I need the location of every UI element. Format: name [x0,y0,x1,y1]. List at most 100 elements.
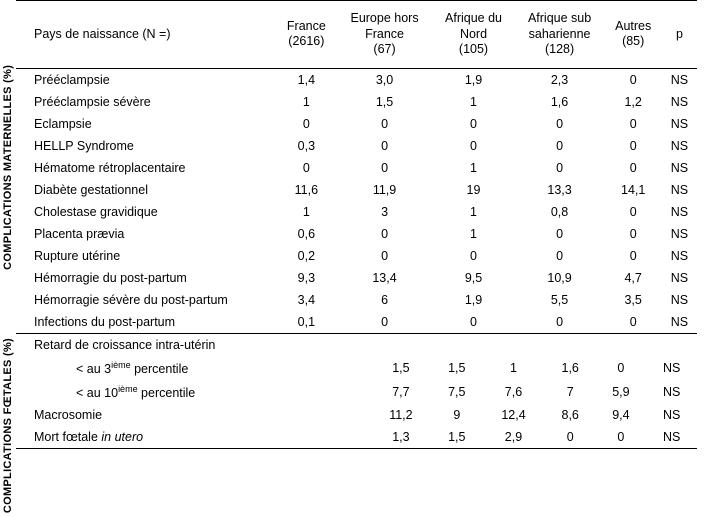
section-label: COMPLICATIONS FŒTALES (%) [0,334,16,517]
cell: 0 [432,245,514,267]
cell: 1 [432,91,514,113]
cell: 11,2 [370,404,431,426]
cell: NS [662,289,697,311]
row-label: Hématome rétroplacentaire [16,157,276,179]
header-col-5: p [662,1,697,69]
cell: 1,6 [545,356,596,380]
header-col-2: Afrique duNord(105) [432,1,514,69]
table-row: Placenta prævia0,60100NS [16,223,697,245]
row-label: HELLP Syndrome [16,135,276,157]
table-row: Prééclampsie1,43,01,92,30NS [16,68,697,91]
row-label: Hémorragie du post-partum [16,267,276,289]
cell: 19 [432,179,514,201]
cell: 0 [515,157,605,179]
table-row: Diabète gestationnel11,611,91913,314,1NS [16,179,697,201]
row-label: Macrosomie [16,404,370,426]
cell: 0 [432,311,514,334]
cell: 7,5 [431,380,482,404]
table-row: Macrosomie11,2912,48,69,4NS [16,404,697,426]
cell: 0 [337,311,433,334]
row-label: Retard de croissance intra-utérin [16,334,370,356]
cell: 14,1 [604,179,661,201]
cell: 1 [432,201,514,223]
cell: NS [662,135,697,157]
cell: 1,5 [337,91,433,113]
table-row: Infections du post-partum0,10000NS [16,311,697,334]
cell: 0 [604,157,661,179]
header-col-0: France(2616) [276,1,337,69]
table-row: < au 10ième percentile7,77,57,675,9NS [16,380,697,404]
cell: 2,9 [482,426,545,449]
cell: 1,6 [515,91,605,113]
cell [370,334,431,356]
cell [545,334,596,356]
cell: 3 [337,201,433,223]
cell: 12,4 [482,404,545,426]
cell: 3,0 [337,68,433,91]
cell: 0 [604,113,661,135]
cell: 0 [337,223,433,245]
cell: 3,5 [604,289,661,311]
header-col-1: Europe horsFrance(67) [337,1,433,69]
cell: 1,5 [431,426,482,449]
cell [431,334,482,356]
table-row: Mort fœtale in utero1,31,52,900NS [16,426,697,449]
cell: 0 [596,426,647,449]
cell: 9,4 [596,404,647,426]
cell: 2,3 [515,68,605,91]
cell [482,334,545,356]
cell: 7,6 [482,380,545,404]
cell: NS [662,267,697,289]
cell [646,334,697,356]
cell: 9 [431,404,482,426]
cell: 1 [276,201,337,223]
table-row: Cholestase gravidique1310,80NS [16,201,697,223]
cell: 0 [337,113,433,135]
cell: 0 [596,356,647,380]
row-label: Prééclampsie sévère [16,91,276,113]
row-label: Prééclampsie [16,68,276,91]
cell: 0,8 [515,201,605,223]
cell: 6 [337,289,433,311]
row-label: Mort fœtale in utero [16,426,370,449]
cell: NS [662,68,697,91]
row-label: Placenta prævia [16,223,276,245]
cell: 7 [545,380,596,404]
cell: 0 [604,245,661,267]
cell: 1 [432,223,514,245]
cell: 1,5 [370,356,431,380]
cell: 0 [515,223,605,245]
cell: NS [662,201,697,223]
cell: 11,9 [337,179,433,201]
cell: 0,1 [276,311,337,334]
cell: 3,4 [276,289,337,311]
cell: 4,7 [604,267,661,289]
cell: 0 [604,135,661,157]
cell: 1,2 [604,91,661,113]
table-row: < au 3ième percentile1,51,511,60NS [16,356,697,380]
cell: 9,3 [276,267,337,289]
header-col-3: Afrique subsaharienne(128) [515,1,605,69]
cell: 1,9 [432,68,514,91]
cell: NS [646,356,697,380]
cell: 0 [545,426,596,449]
cell: 0,6 [276,223,337,245]
row-label: Eclampsie [16,113,276,135]
table-row: Hémorragie du post-partum9,313,49,510,94… [16,267,697,289]
cell: 5,9 [596,380,647,404]
row-label: Hémorragie sévère du post-partum [16,289,276,311]
cell: 0 [515,135,605,157]
cell: NS [662,223,697,245]
header-rowhead: Pays de naissance (N =) [16,1,276,69]
cell: NS [662,245,697,267]
cell: 0,2 [276,245,337,267]
header-col-4: Autres(85) [604,1,661,69]
cell: 0 [604,68,661,91]
cell: NS [662,311,697,334]
cell: 0 [337,245,433,267]
row-label: Cholestase gravidique [16,201,276,223]
section-label: COMPLICATIONS MATERNELLES (%) [0,0,16,334]
cell: 0 [432,113,514,135]
cell: 0 [276,113,337,135]
cell: NS [646,404,697,426]
